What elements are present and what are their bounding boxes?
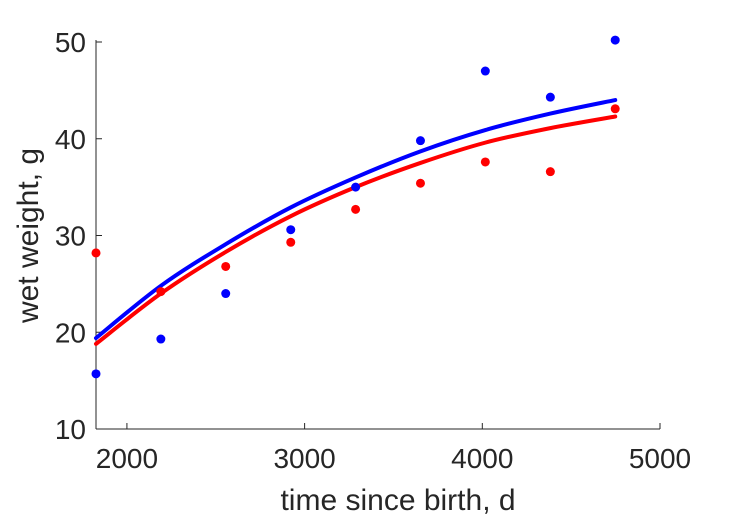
data-point-1 xyxy=(156,334,166,344)
data-point-2 xyxy=(545,167,555,177)
data-point-1 xyxy=(545,92,555,102)
data-point-2 xyxy=(91,248,101,258)
axis-labels: time since birth, d wet weight, g xyxy=(12,148,516,517)
data-point-1 xyxy=(415,136,425,146)
data-point-1 xyxy=(91,369,101,379)
fit-line-2 xyxy=(94,114,618,346)
y-tick-label: 50 xyxy=(55,27,86,58)
x-tick-label: 4000 xyxy=(451,443,513,474)
x-tick-label: 5000 xyxy=(629,443,691,474)
axes: 2000 3000 4000 5000 10 20 30 40 50 xyxy=(55,27,691,474)
data-point-2 xyxy=(221,261,231,271)
data-point-1 xyxy=(610,35,620,45)
data-point-2 xyxy=(156,287,166,297)
data-points xyxy=(91,35,620,379)
data-point-2 xyxy=(480,157,490,167)
data-point-2 xyxy=(351,204,361,214)
data-point-1 xyxy=(480,66,490,76)
y-tick-label: 30 xyxy=(55,221,86,252)
data-point-2 xyxy=(415,178,425,188)
data-point-2 xyxy=(610,104,620,114)
x-tick-label: 2000 xyxy=(96,443,158,474)
y-tick-label: 10 xyxy=(55,414,86,445)
y-tick-label: 20 xyxy=(55,317,86,348)
fit-line-1 xyxy=(94,98,618,341)
data-point-1 xyxy=(351,182,361,192)
data-point-2 xyxy=(286,237,296,247)
data-point-1 xyxy=(221,289,231,299)
fit-lines xyxy=(94,98,618,346)
y-axis-label: wet weight, g xyxy=(12,148,45,324)
x-tick-label: 3000 xyxy=(273,443,335,474)
data-point-1 xyxy=(286,225,296,235)
x-axis-label: time since birth, d xyxy=(280,484,515,517)
y-tick-label: 40 xyxy=(55,124,86,155)
